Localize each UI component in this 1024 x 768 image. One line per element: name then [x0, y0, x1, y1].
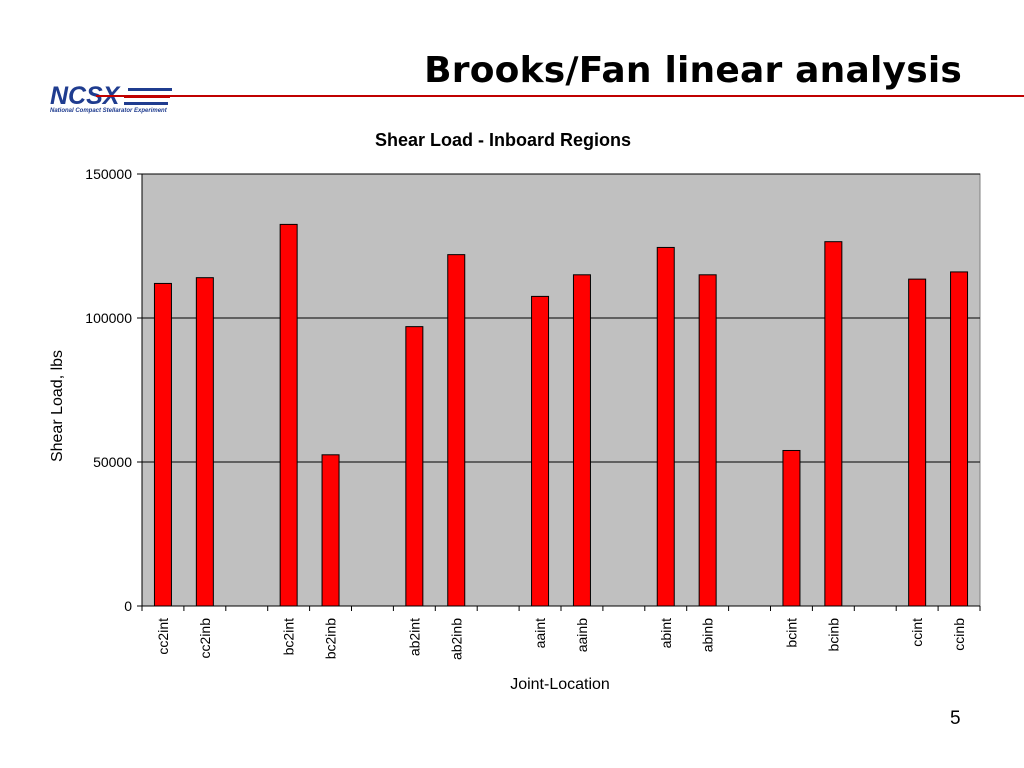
chart-title: Shear Load - Inboard Regions: [375, 130, 631, 150]
y-axis-label: Shear Load, lbs: [49, 350, 66, 462]
x-tick-label-ab2int: ab2int: [406, 618, 422, 656]
bar-bcinb: [824, 241, 843, 607]
x-tick-label-abint: abint: [658, 618, 674, 648]
bar-ccint: [908, 278, 927, 607]
x-tick-label-bcint: bcint: [783, 618, 799, 648]
plot-area: [141, 173, 981, 607]
page-number: 5: [950, 708, 961, 729]
title-rule: [96, 95, 1024, 97]
x-tick-label-cc2int: cc2int: [155, 618, 171, 655]
x-tick-label-bc2inb: bc2inb: [323, 618, 339, 659]
x-tick-label-bcinb: bcinb: [825, 618, 841, 652]
bar-abint: [656, 246, 675, 607]
bar-cc2int: [153, 282, 172, 607]
bar-aainb: [572, 274, 591, 607]
x-axis-label: Joint-Location: [510, 676, 610, 693]
y-tick-label-3: 150000: [85, 166, 132, 182]
x-tick-label-cc2inb: cc2inb: [197, 618, 213, 659]
bar-ccinb: [950, 271, 969, 607]
slide-title: Brooks/Fan linear analysis: [424, 50, 962, 91]
bar-bcint: [782, 449, 801, 607]
x-tick-label-bc2int: bc2int: [281, 618, 297, 655]
bar-bc2inb: [321, 454, 340, 607]
axes: [137, 173, 981, 611]
x-tick-label-aaint: aaint: [532, 618, 548, 648]
bar-bc2int: [279, 223, 298, 607]
y-tick-label-0: 0: [124, 598, 132, 614]
x-tick-label-ccinb: ccinb: [951, 618, 967, 651]
logo-subtitle: National Compact Stellarator Experiment: [50, 108, 167, 114]
y-tick-labels: 0 50000 100000 150000: [85, 166, 132, 614]
bar-aaint: [531, 295, 550, 607]
bars: [153, 223, 969, 607]
bar-ab2int: [405, 326, 424, 607]
bar-abinb: [698, 274, 717, 607]
x-tick-label-aainb: aainb: [574, 618, 590, 652]
bar-ab2inb: [447, 254, 466, 607]
x-tick-label-ab2inb: ab2inb: [448, 618, 464, 660]
y-tick-label-1: 50000: [93, 454, 132, 470]
x-tick-labels: cc2int cc2inb bc2int bc2inb ab2int ab2inb aain…: [155, 618, 967, 660]
y-tick-label-2: 100000: [85, 310, 132, 326]
x-tick-label-abinb: abinb: [700, 618, 716, 652]
x-tick-label-ccint: ccint: [909, 618, 925, 647]
bar-cc2inb: [195, 277, 214, 607]
